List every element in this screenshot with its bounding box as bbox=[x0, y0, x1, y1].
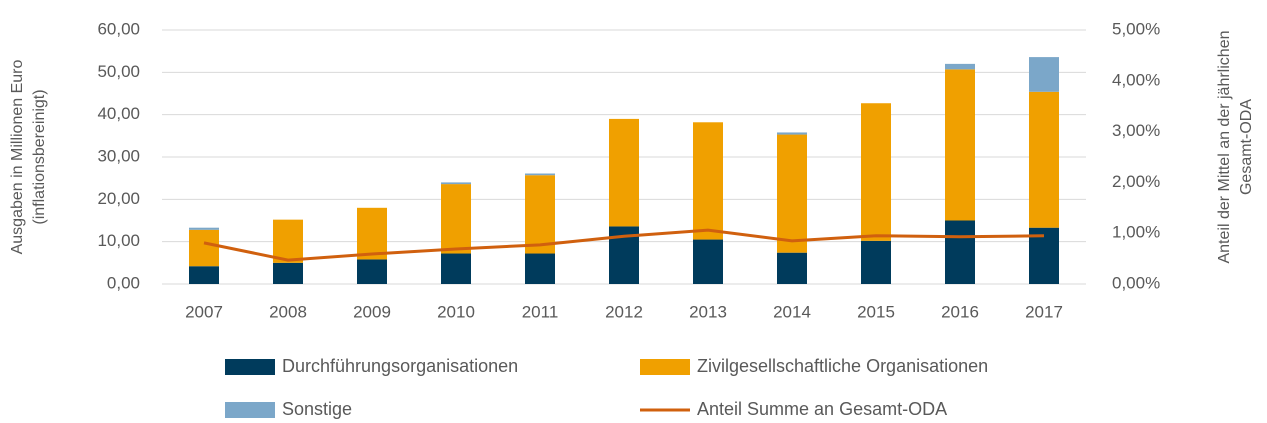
legend-label: Zivilgesellschaftliche Organisationen bbox=[697, 356, 988, 376]
x-tick-label: 2017 bbox=[1025, 302, 1063, 321]
bar-segment bbox=[1029, 57, 1059, 92]
bar-segment bbox=[273, 262, 303, 284]
legend-label: Sonstige bbox=[282, 399, 352, 419]
y-tick-label: 0,00 bbox=[107, 273, 140, 292]
bar-segment bbox=[441, 253, 471, 284]
bar-segment bbox=[525, 175, 555, 254]
y-tick-label: 40,00 bbox=[97, 104, 140, 123]
y-tick-label: 10,00 bbox=[97, 231, 140, 250]
bar-segment bbox=[945, 220, 975, 284]
y2-tick-label: 5,00% bbox=[1112, 19, 1160, 38]
x-tick-label: 2015 bbox=[857, 302, 895, 321]
y-tick-label: 50,00 bbox=[97, 62, 140, 81]
legend-label: Anteil Summe an Gesamt-ODA bbox=[697, 399, 947, 419]
bar-segment bbox=[777, 134, 807, 253]
x-tick-label: 2010 bbox=[437, 302, 475, 321]
legend-swatch bbox=[640, 359, 690, 375]
bar-segment bbox=[945, 63, 975, 70]
bar-segment bbox=[777, 252, 807, 284]
bar-segment bbox=[945, 69, 975, 221]
bar-segment bbox=[525, 253, 555, 284]
y-tick-label: 60,00 bbox=[97, 19, 140, 38]
y-axis-title: (inflationsbereinigt) bbox=[31, 89, 48, 224]
bar-segment bbox=[357, 207, 387, 260]
y-tick-label: 30,00 bbox=[97, 146, 140, 165]
x-tick-label: 2016 bbox=[941, 302, 979, 321]
legend-label: Durchführungsorganisationen bbox=[282, 356, 518, 376]
bar-segment bbox=[189, 229, 219, 267]
x-tick-label: 2009 bbox=[353, 302, 391, 321]
legend-swatch bbox=[225, 359, 275, 375]
bar-segment bbox=[273, 219, 303, 263]
bar-segment bbox=[357, 259, 387, 284]
y2-tick-label: 2,00% bbox=[1112, 172, 1160, 191]
y2-tick-label: 0,00% bbox=[1112, 273, 1160, 292]
x-tick-label: 2011 bbox=[522, 302, 559, 321]
line-series bbox=[203, 228, 1045, 262]
bar-segment bbox=[441, 184, 471, 254]
bar-segment bbox=[861, 103, 891, 241]
y-axis-title: Ausgaben in Millionen Euro bbox=[9, 60, 26, 255]
y2-axis-title: Anteil der Mittel an der jährlichen bbox=[1216, 30, 1233, 263]
bar-segment bbox=[441, 182, 471, 185]
x-tick-label: 2013 bbox=[689, 302, 727, 321]
y2-tick-label: 1,00% bbox=[1112, 223, 1160, 242]
y2-tick-label: 4,00% bbox=[1112, 70, 1160, 89]
bar-segment bbox=[525, 173, 555, 176]
bar-segment bbox=[189, 227, 219, 230]
x-tick-label: 2014 bbox=[773, 302, 811, 321]
bar-segment bbox=[693, 122, 723, 240]
bar-segment bbox=[693, 239, 723, 284]
bar-segment bbox=[189, 266, 219, 284]
legend-swatch bbox=[225, 402, 275, 418]
y-tick-label: 20,00 bbox=[97, 189, 140, 208]
bar-segment bbox=[609, 118, 639, 227]
y2-axis-title: Gesamt-ODA bbox=[1238, 99, 1255, 195]
x-tick-label: 2008 bbox=[269, 302, 307, 321]
bar-segment bbox=[1029, 91, 1059, 228]
y2-tick-label: 3,00% bbox=[1112, 121, 1160, 140]
x-tick-label: 2007 bbox=[185, 302, 223, 321]
x-tick-label: 2012 bbox=[605, 302, 643, 321]
bar-segment bbox=[777, 132, 807, 135]
bar-segment bbox=[861, 240, 891, 284]
